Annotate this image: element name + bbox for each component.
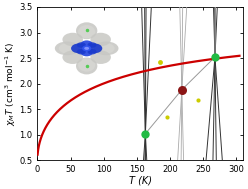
Ellipse shape — [90, 50, 111, 64]
Ellipse shape — [62, 50, 83, 64]
Ellipse shape — [88, 42, 96, 48]
Ellipse shape — [84, 47, 89, 50]
Ellipse shape — [77, 42, 86, 48]
Ellipse shape — [76, 22, 97, 39]
Y-axis label: $\chi_{M}T$ (cm$^{3}$ mol$^{-1}$ K): $\chi_{M}T$ (cm$^{3}$ mol$^{-1}$ K) — [3, 42, 18, 126]
Ellipse shape — [81, 50, 93, 56]
Ellipse shape — [82, 45, 91, 51]
Ellipse shape — [55, 41, 79, 55]
X-axis label: T (K): T (K) — [128, 176, 152, 186]
Ellipse shape — [77, 49, 86, 54]
Ellipse shape — [87, 43, 102, 53]
Ellipse shape — [81, 40, 93, 47]
Ellipse shape — [78, 58, 95, 72]
Ellipse shape — [76, 58, 97, 74]
Ellipse shape — [90, 33, 111, 46]
Ellipse shape — [78, 25, 95, 39]
Ellipse shape — [71, 43, 87, 53]
Ellipse shape — [95, 43, 115, 54]
Ellipse shape — [88, 49, 96, 54]
Ellipse shape — [62, 33, 83, 46]
Ellipse shape — [59, 43, 78, 54]
Ellipse shape — [94, 41, 119, 55]
